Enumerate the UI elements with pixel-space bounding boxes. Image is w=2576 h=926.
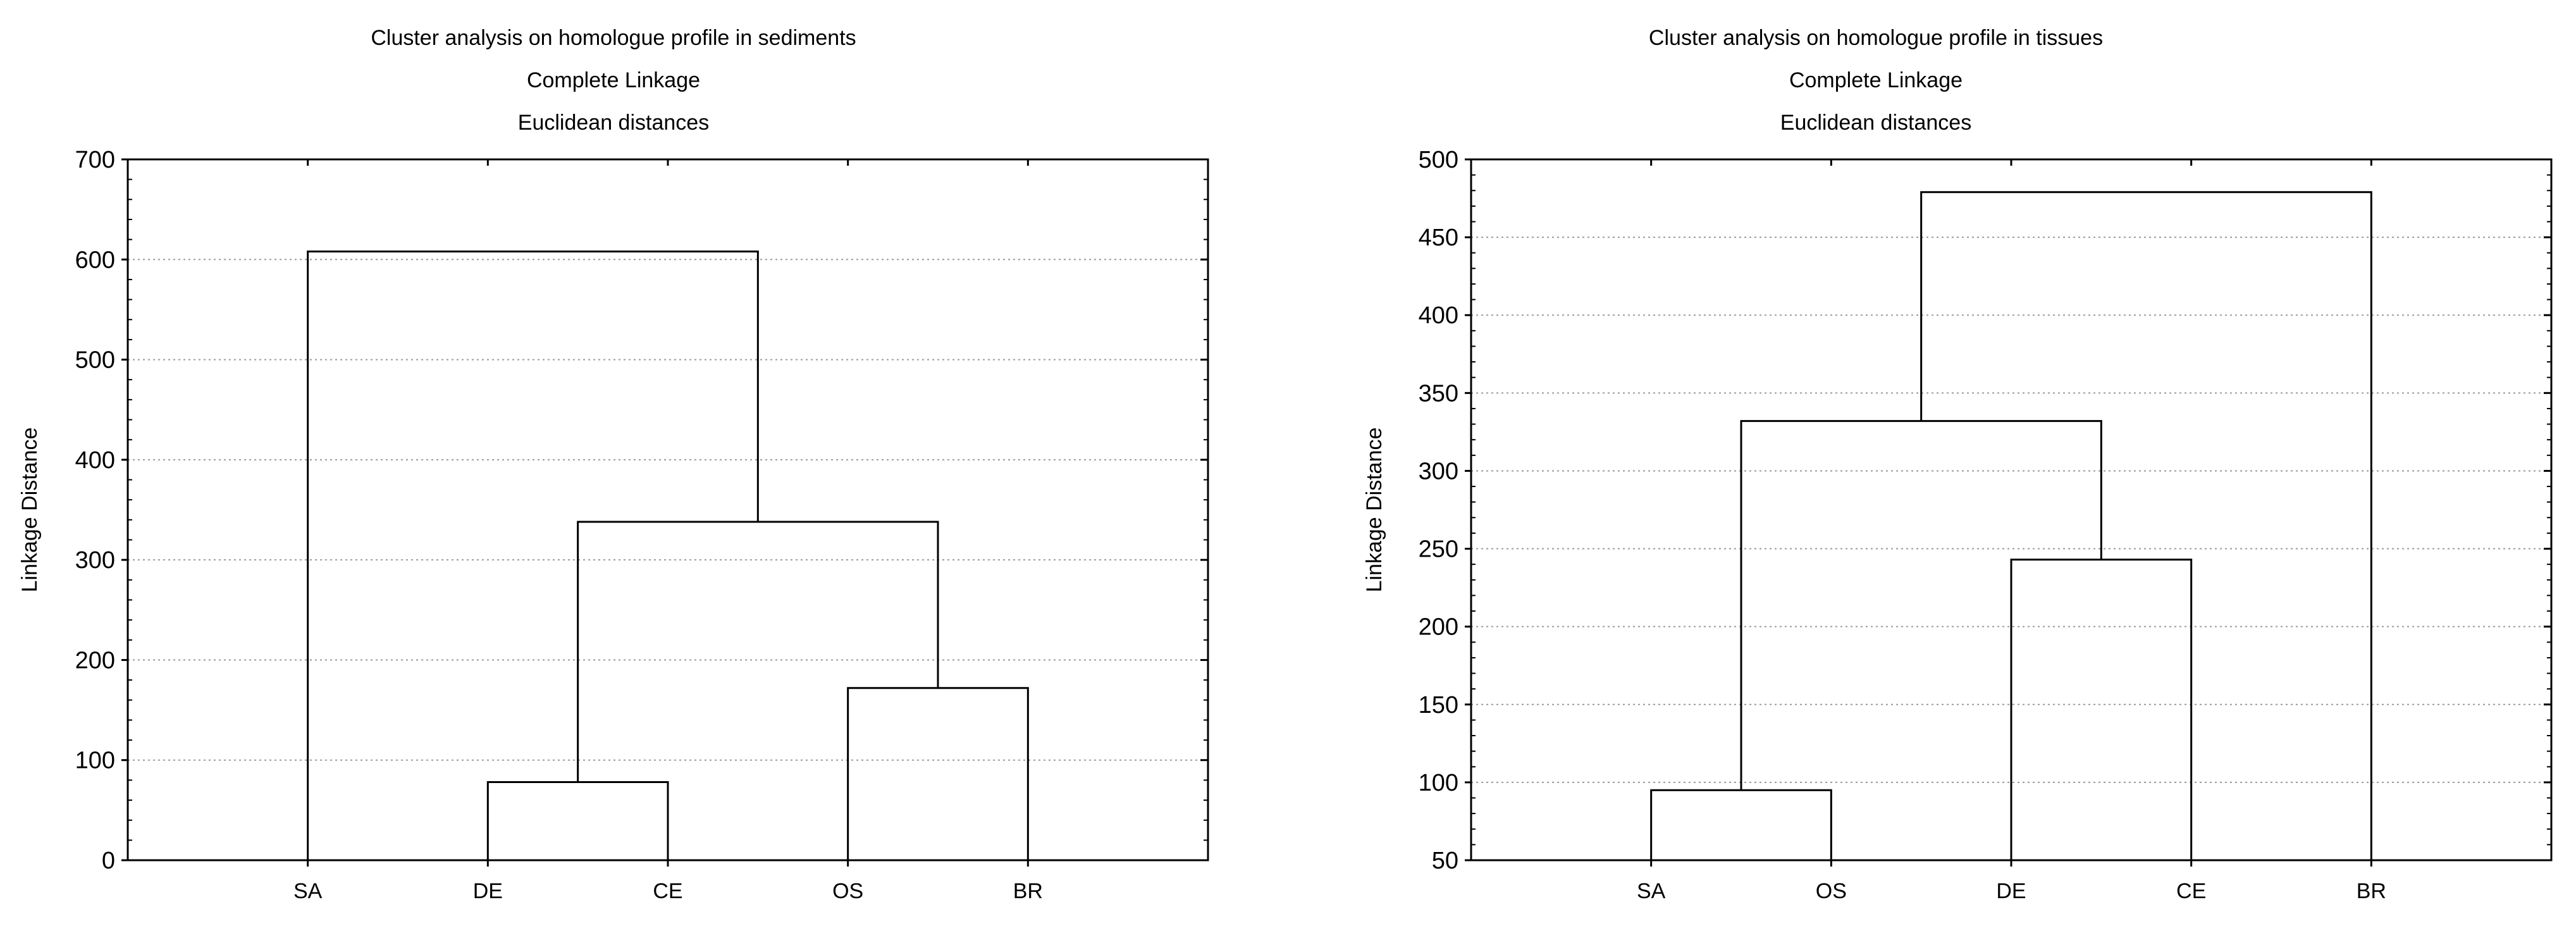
leaf-label: OS xyxy=(1816,879,1847,903)
dendrogram-link xyxy=(2010,559,2193,860)
dendrogram-plot: 0 100 200 300 400 500 600 700 SA DE CE OS BR Linkage … xyxy=(18,147,1209,903)
y-tick-label: 300 xyxy=(75,547,115,574)
dendrogram-link xyxy=(1650,789,1832,860)
leaf-label: DE xyxy=(1996,879,2026,903)
leaf-label: CE xyxy=(2176,879,2206,903)
leaf-label: OS xyxy=(832,879,863,903)
chart-subtitle-linkage: Complete Linkage xyxy=(526,68,701,92)
y-tick-label: 250 xyxy=(1419,536,1458,563)
y-tick-label: 0 xyxy=(102,848,115,874)
chart-subtitle-linkage: Complete Linkage xyxy=(1789,68,1963,92)
chart-subtitle-distance: Euclidean distances xyxy=(517,111,710,135)
leaf-label: SA xyxy=(293,879,323,903)
dendrogram-link xyxy=(1920,191,2372,860)
y-tick-label: 100 xyxy=(1419,770,1458,796)
dendrogram-link xyxy=(847,687,1029,860)
dendrogram-link xyxy=(1740,420,2102,791)
y-tick-label: 400 xyxy=(75,447,115,474)
chart-sediments: Cluster analysis on homologue profile in… xyxy=(18,26,1209,903)
y-tick-label: 50 xyxy=(1432,848,1458,874)
y-tick-label: 700 xyxy=(75,147,115,173)
y-tick-label: 200 xyxy=(1419,614,1458,641)
y-tick-label: 100 xyxy=(75,748,115,774)
y-tick-label: 350 xyxy=(1419,380,1458,407)
chart-title: Cluster analysis on homologue profile in… xyxy=(371,26,856,50)
chart-subtitle-distance: Euclidean distances xyxy=(1780,111,1972,135)
plot-frame xyxy=(126,158,1209,861)
dendrogram-link xyxy=(577,521,939,782)
dendrogram-link xyxy=(486,781,669,860)
leaf-label: CE xyxy=(653,879,682,903)
leaf-label: DE xyxy=(473,879,503,903)
chart-title: Cluster analysis on homologue profile in… xyxy=(1648,26,2104,50)
y-tick-label: 400 xyxy=(1419,302,1458,329)
y-axis-label: Linkage Distance xyxy=(1362,428,1386,593)
y-tick-label: 600 xyxy=(75,247,115,273)
y-tick-label: 200 xyxy=(75,647,115,674)
leaf-label: SA xyxy=(1637,879,1666,903)
dendrogram-plot: 50 100 150 200 250 300 350 400 450 500 SA OS DE CE BR L… xyxy=(1362,147,2553,903)
leaf-label: BR xyxy=(1013,879,1043,903)
y-tick-label: 500 xyxy=(1419,147,1458,173)
chart-tissues: Cluster analysis on homologue profile in… xyxy=(1288,0,2576,926)
y-tick-label: 500 xyxy=(75,347,115,374)
dendrogram-link xyxy=(307,250,759,860)
y-tick-label: 450 xyxy=(1419,225,1458,251)
leaf-label: BR xyxy=(2357,879,2386,903)
y-tick-label: 150 xyxy=(1419,692,1458,719)
y-axis-label: Linkage Distance xyxy=(18,428,42,593)
y-tick-label: 300 xyxy=(1419,458,1458,485)
